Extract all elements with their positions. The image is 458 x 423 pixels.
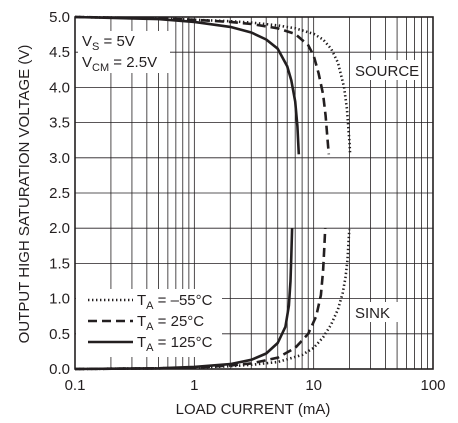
- y-tick-labels: 0.0 0.5 1.0 1.5 2.0 2.5 3.0 3.5 4.0 4.5 5.0: [49, 9, 70, 378]
- x-tick-labels: 0.1 1 10 100: [65, 377, 446, 394]
- sink-label: SINK: [355, 305, 390, 322]
- y-axis-label: OUTPUT HIGH SATURATION VOLTAGE (V): [16, 45, 33, 344]
- x-tick-label: 1: [190, 377, 198, 394]
- y-tick-label: 2.5: [49, 185, 70, 202]
- curves: [74, 15, 352, 371]
- series-dotted-sink-line: [74, 229, 351, 371]
- plot-frame: [74, 16, 434, 370]
- source-label-group: SOURCE: [352, 60, 420, 80]
- sink-label-group: SINK: [352, 302, 398, 322]
- y-tick-label: 4.0: [49, 79, 70, 96]
- legend: TA = –55°CTA = 25°CTA = 125°C: [76, 289, 222, 357]
- legend-label: TA = –55°C: [137, 292, 213, 312]
- y-tick-label: 1.5: [49, 255, 70, 272]
- legend-label: TA = 125°C: [137, 334, 213, 354]
- condition-label: VCM = 2.5V: [82, 54, 157, 74]
- x-tick-label: 100: [420, 377, 445, 394]
- source-label: SOURCE: [355, 63, 419, 80]
- series-dotted-source-line: [74, 15, 352, 155]
- legend-label: TA = 25°C: [137, 313, 204, 333]
- series-dashed-source-line: [74, 15, 331, 155]
- y-tick-label: 2.0: [49, 220, 70, 237]
- source-label-background: [352, 60, 420, 80]
- conditions-background: [78, 31, 170, 73]
- x-tick-label: 10: [305, 377, 322, 394]
- y-tick-label: 1.0: [49, 291, 70, 308]
- y-tick-label: 0.0: [49, 361, 70, 378]
- y-tick-label: 0.5: [49, 326, 70, 343]
- y-tick-label: 5.0: [49, 9, 70, 26]
- x-axis-label: LOAD CURRENT (mA): [176, 401, 331, 418]
- y-tick-label: 4.5: [49, 44, 70, 61]
- y-tick-label: 3.5: [49, 115, 70, 132]
- series-solid-sink-line: [74, 228, 294, 371]
- x-tick-label: 0.1: [65, 377, 86, 394]
- series-solid-source-line: [74, 15, 301, 155]
- y-tick-label: 3.0: [49, 150, 70, 167]
- condition-label: VS = 5V: [82, 33, 135, 53]
- sink-label-background: [352, 302, 398, 322]
